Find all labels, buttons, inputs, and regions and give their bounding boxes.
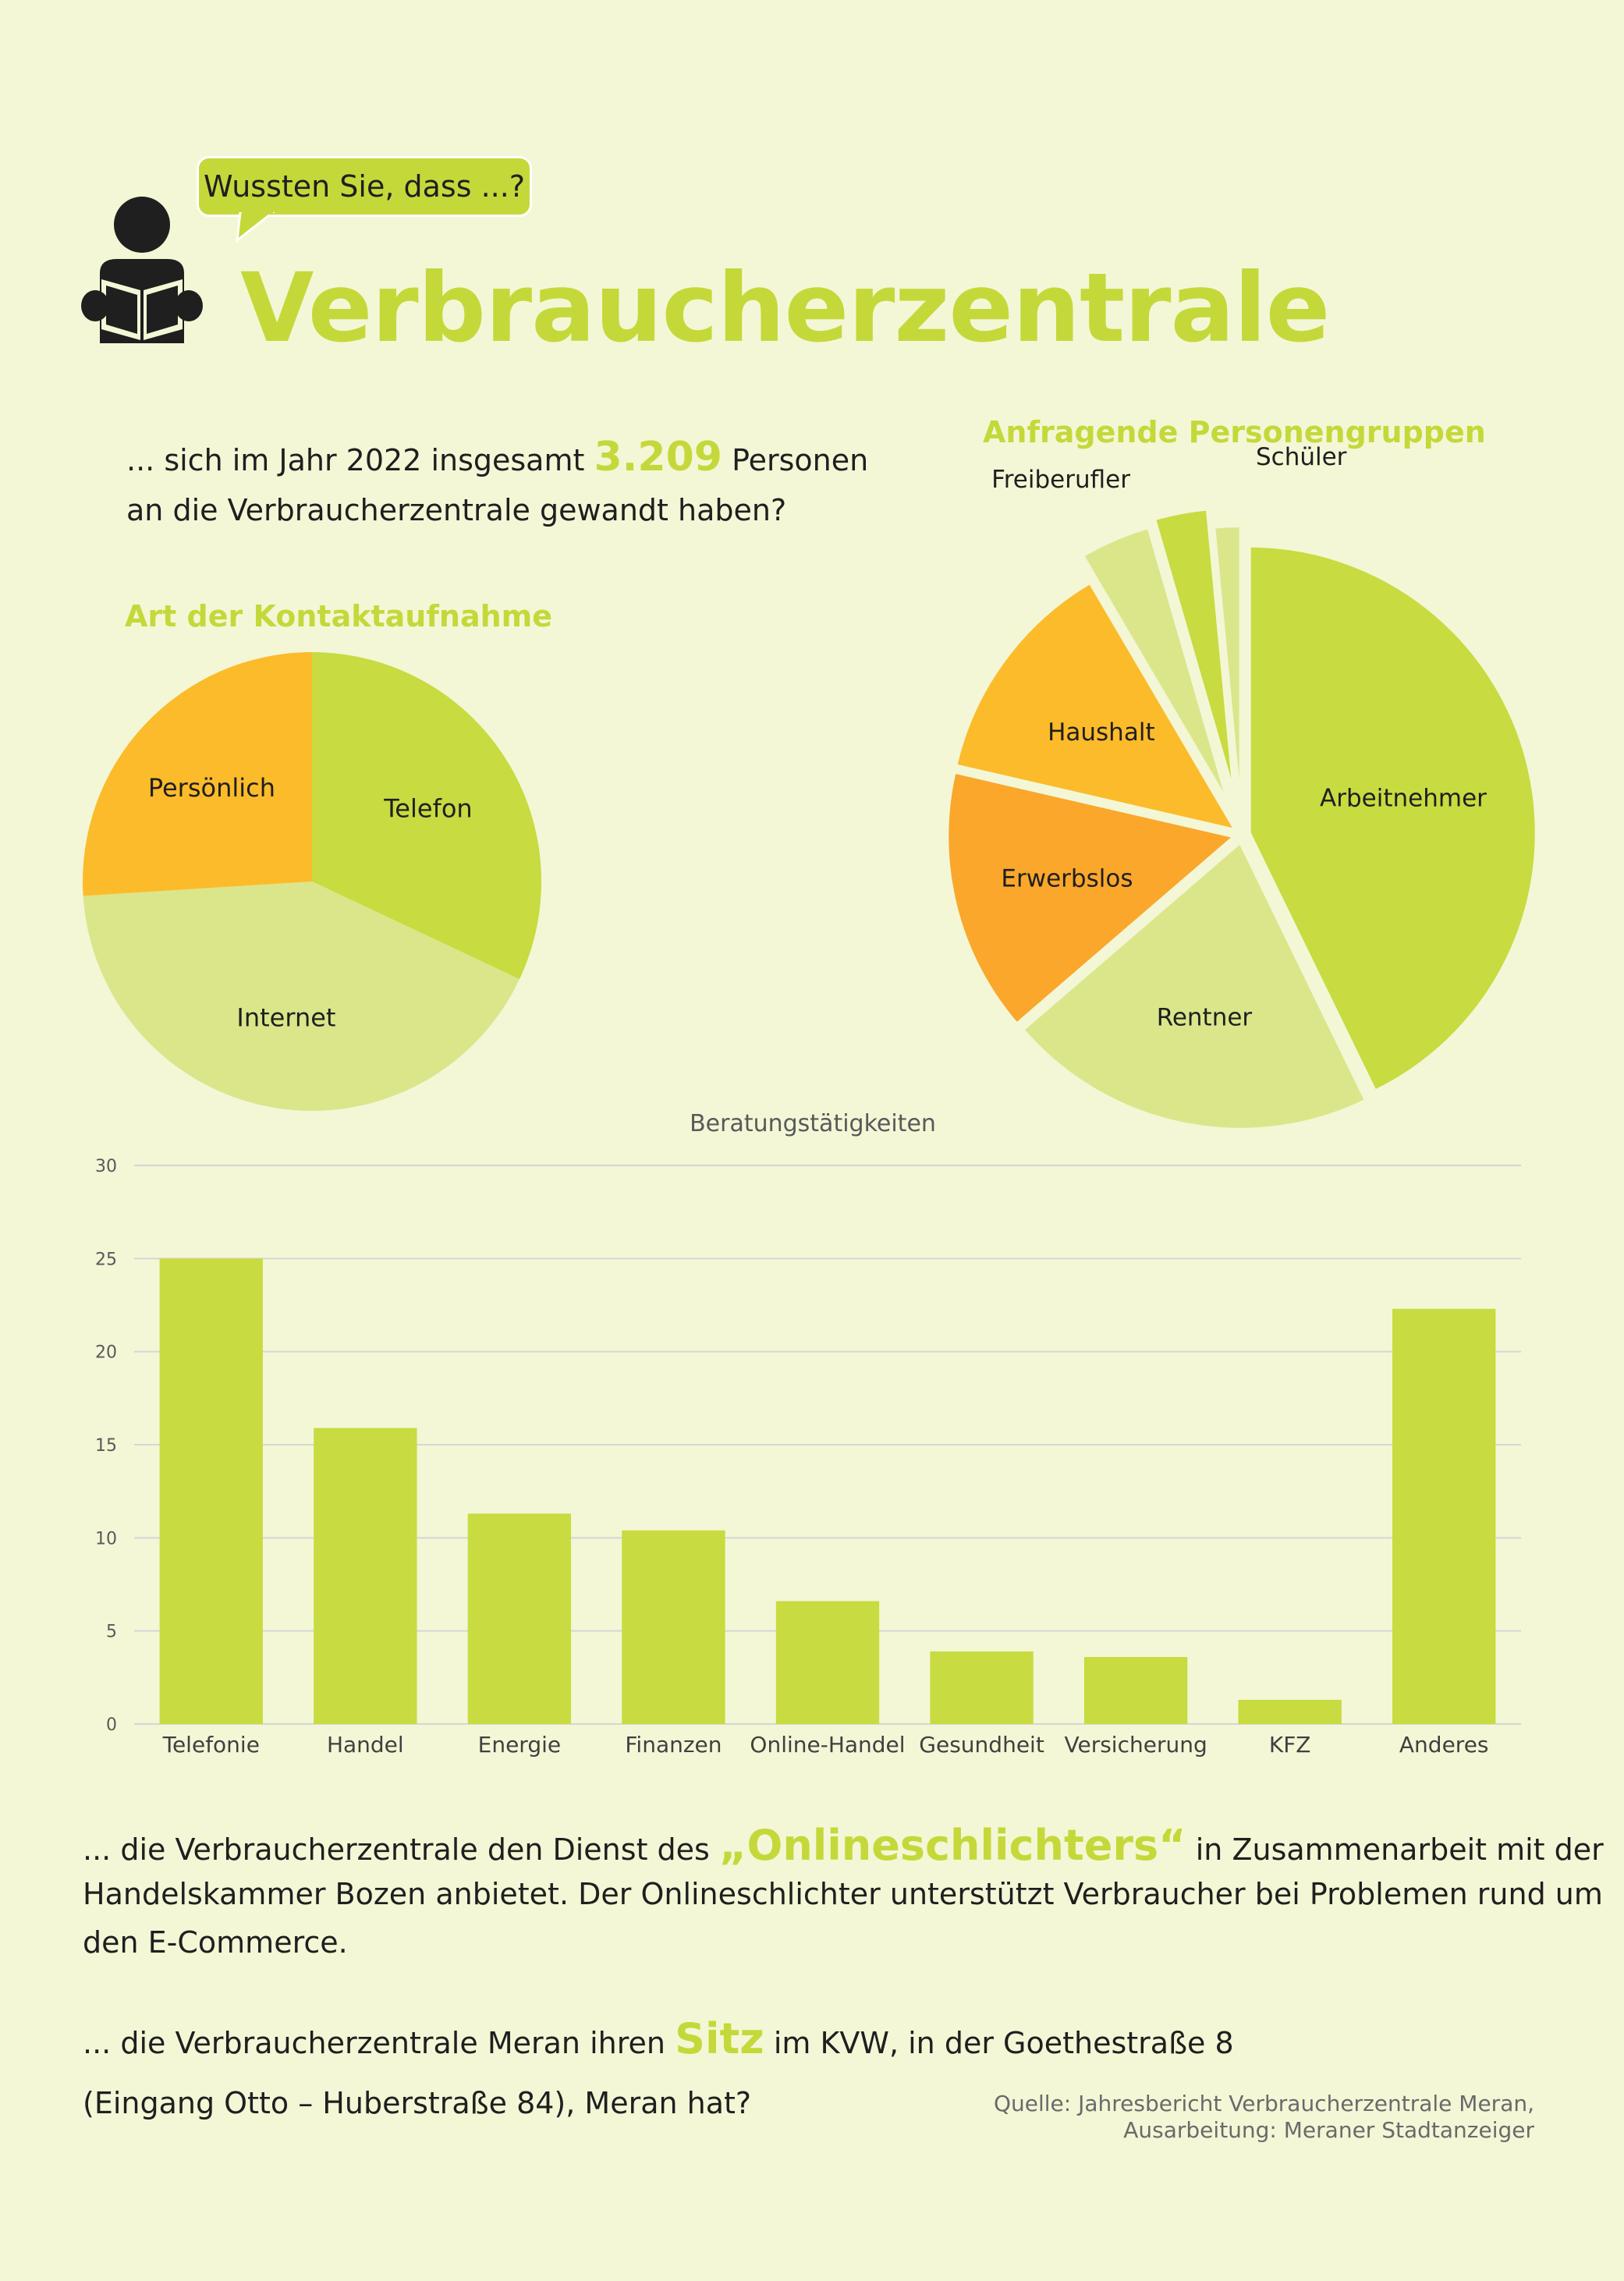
para2-highlight: Sitz [675, 2014, 764, 2063]
para2-line-2: (Eingang Otto – Huberstraße 84), Meran h… [83, 2086, 752, 2120]
intro-number: 3.209 [594, 434, 722, 481]
pie-segment-freiberufler [1080, 525, 1230, 804]
page-title: Verbraucherzentrale [240, 253, 1330, 364]
groups-pie-chart: Arbeitnehmer Rentner Erwerbslos Haushalt Fre… [945, 445, 1538, 1131]
pie-slice-erwerbslos [945, 770, 1238, 1027]
bar-energie [467, 1513, 572, 1724]
y-tick-label-5: 5 [106, 1623, 117, 1642]
pie-segment-schueler [1212, 524, 1243, 814]
bar-gesundheit [930, 1651, 1034, 1724]
x-tick-label-energie: Energie [478, 1732, 561, 1758]
pie-label-telefon: Telefon [383, 793, 473, 823]
pie-slice-rentner [1020, 839, 1368, 1131]
y-tick-label-25: 25 [95, 1250, 117, 1269]
x-tick-label-handel: Handel [327, 1732, 404, 1758]
bubble-text: Wussten Sie, dass ...? [203, 169, 526, 204]
pie-segment-arbeitnehmer [1247, 544, 1538, 1094]
intro-line-1: ... sich im Jahr 2022 insgesamt 3.209 Pe… [126, 432, 868, 485]
bar-finanzen [622, 1530, 725, 1724]
bar-chart-title: Beratungstätigkeiten [690, 1110, 936, 1137]
y-tick-label-10: 10 [95, 1529, 117, 1548]
bar-online-handel [775, 1601, 880, 1724]
pie-slice-telefon [312, 652, 541, 980]
x-tick-label-online-handel: Online-Handel [750, 1732, 905, 1758]
para1-line-2: Handelskammer Bozen anbietet. Der Online… [83, 1877, 1603, 1911]
x-tick-label-kfz: KFZ [1269, 1732, 1311, 1758]
pie-label-arbeitnehmer: Arbeitnehmer [1320, 784, 1487, 812]
pie-label-schueler: Schüler [1256, 445, 1347, 471]
x-tick-label-versicherung: Versicherung [1064, 1732, 1207, 1758]
x-tick-label-anderes: Anderes [1399, 1732, 1489, 1758]
intro-line-2: an die Verbraucherzentrale gewandt haben… [126, 493, 787, 527]
pie-slice-arbeitnehmer [1247, 544, 1538, 1094]
bar-versicherung [1083, 1657, 1188, 1724]
bar-handel [314, 1428, 417, 1724]
para1-line-3: den E-Commerce. [83, 1925, 348, 1960]
pie-slice-betriebsinhaber [1152, 507, 1236, 796]
pie-label-internet: Internet [236, 1002, 335, 1032]
para1-suffix: in Zusammenarbeit mit der [1195, 1832, 1604, 1867]
y-tick-label-30: 30 [95, 1157, 117, 1176]
x-tick-label-telefonie: Telefonie [162, 1732, 260, 1758]
pie-segment-rentner [1020, 839, 1368, 1131]
x-tick-label-gesundheit: Gesundheit [919, 1732, 1044, 1758]
y-tick-label-20: 20 [95, 1343, 117, 1363]
para2-suffix: im KVW, in der Goethestraße 8 [773, 2026, 1234, 2060]
bar-telefonie [159, 1258, 263, 1724]
pie-label-persoenlich: Persönlich [148, 773, 275, 803]
pie-slice-haushalt [953, 580, 1239, 833]
bar-kfz [1238, 1699, 1342, 1724]
pie-slice-persoenlich [82, 652, 312, 896]
pie-label-rentner: Rentner [1157, 1003, 1253, 1031]
source-line-1: Quelle: Jahresbericht Verbraucherzentral… [993, 2091, 1534, 2116]
y-tick-label-15: 15 [95, 1436, 117, 1456]
groups-chart-title: Anfragende Personengruppen [983, 415, 1486, 449]
pie-slice-internet [83, 882, 520, 1111]
source-note: Quelle: Jahresbericht Verbraucherzentral… [994, 2091, 1534, 2144]
source-line-2: Ausarbeitung: Meraner Stadtanzeiger [1123, 2117, 1534, 2143]
contact-chart-title: Art der Kontaktaufnahme [125, 599, 553, 633]
pie-segment-betriebsinhaber [1152, 507, 1236, 796]
para2-prefix: ... die Verbraucherzentrale Meran ihren [83, 2026, 665, 2060]
bar-anderes [1392, 1308, 1496, 1724]
para2-line-1: ... die Verbraucherzentrale Meran ihren … [83, 2014, 1234, 2068]
contact-pie-chart: Telefon Internet Persönlich [82, 652, 541, 1111]
para1-highlight: „Onlineschlichters“ [718, 1821, 1186, 1870]
person-reading-icon [81, 197, 203, 343]
pie-label-freiberufler: Freiberufler [991, 466, 1130, 494]
consulting-bar-chart: Beratungstätigkeiten 0 5 10 15 20 25 30 Telefon… [95, 1110, 1521, 1758]
intro-suffix: Personen [732, 443, 869, 477]
x-tick-label-finanzen: Finanzen [625, 1732, 722, 1758]
para1-prefix: ... die Verbraucherzentrale den Dienst d… [83, 1832, 710, 1867]
pie-label-haushalt: Haushalt [1048, 718, 1155, 747]
speech-bubble: Wussten Sie, dass ...? [197, 156, 532, 217]
pie-slice-schueler [1212, 524, 1243, 814]
y-tick-label-0: 0 [106, 1715, 117, 1735]
para1-line-1: ... die Verbraucherzentrale den Dienst d… [83, 1821, 1604, 1875]
speech-bubble-tail [236, 212, 275, 243]
pie-segment-haushalt [953, 580, 1239, 833]
intro-prefix: ... sich im Jahr 2022 insgesamt [126, 443, 585, 477]
pie-segment-erwerbslos [945, 770, 1238, 1027]
pie-slice-freiberufler [1080, 525, 1230, 804]
pie-label-erwerbslos: Erwerbslos [1001, 864, 1133, 892]
